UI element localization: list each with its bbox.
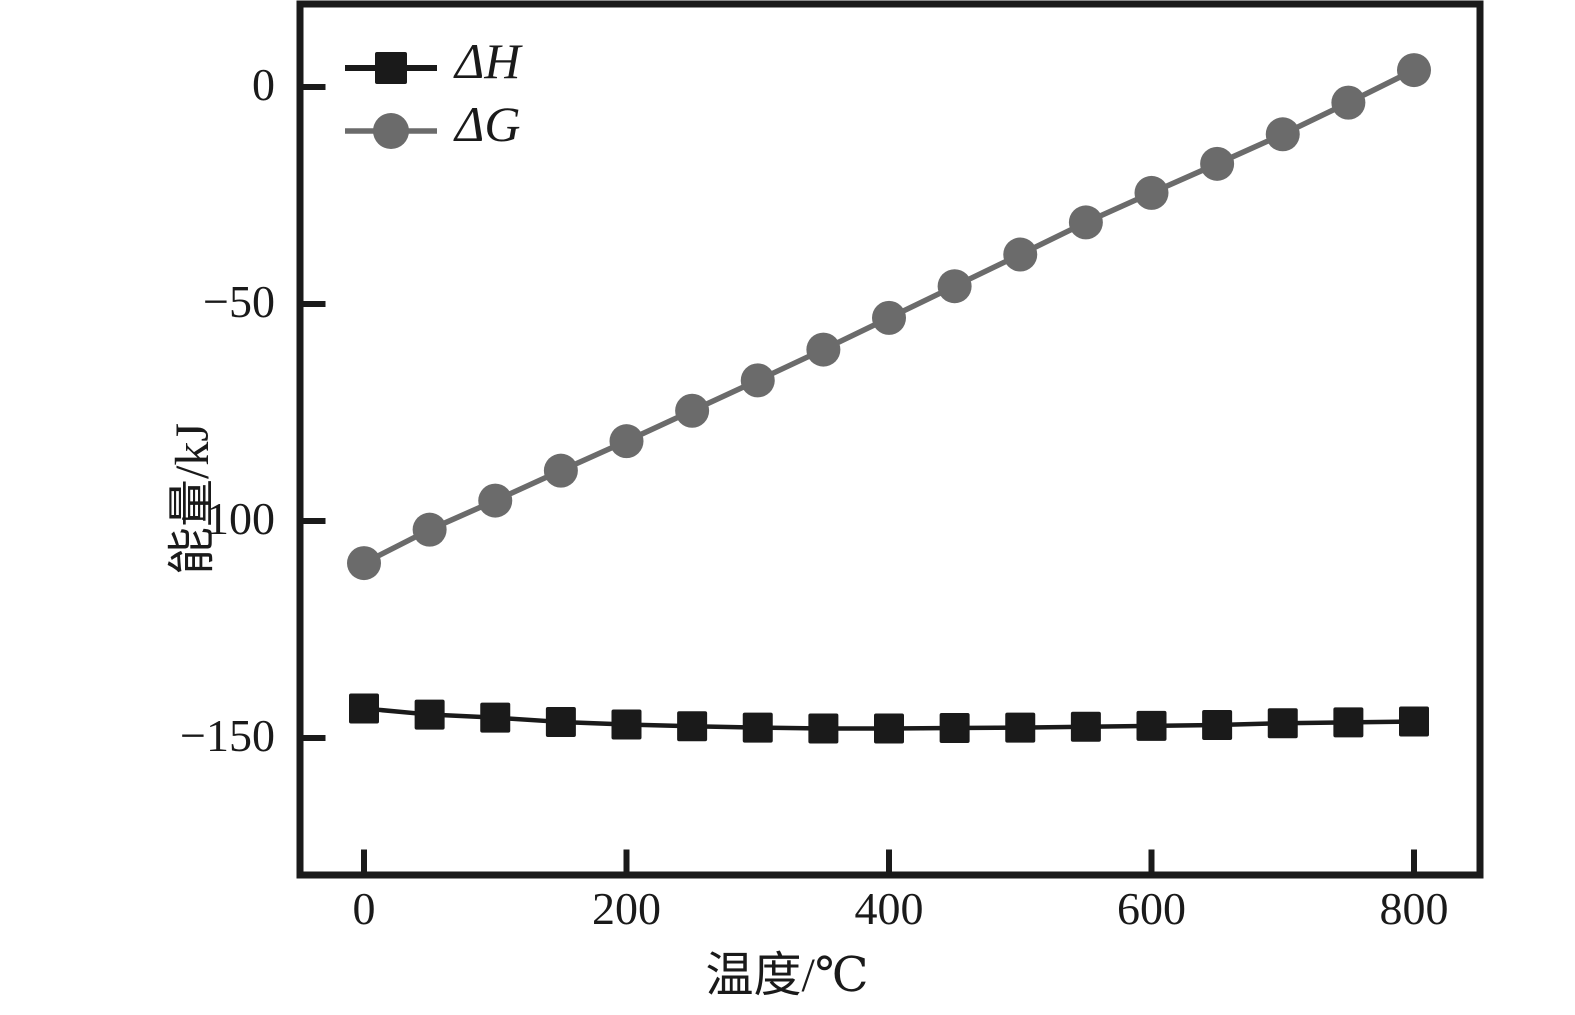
- data-point-delta-g-150: [543, 453, 578, 488]
- y-tick-label-0: 0: [252, 59, 275, 110]
- y-tick-label--100: −100: [180, 493, 275, 544]
- data-point-delta-g-300: [740, 363, 775, 398]
- data-point-delta-h-250: [677, 711, 708, 742]
- data-point-delta-h-400: [874, 713, 904, 744]
- data-point-delta-g-750: [1331, 85, 1366, 120]
- data-point-delta-h-350: [808, 713, 839, 744]
- data-point-delta-h-550: [1070, 711, 1101, 742]
- data-point-delta-h-300: [742, 712, 773, 743]
- x-tick-label-200: 200: [592, 883, 661, 934]
- data-point-delta-g-50: [412, 512, 447, 547]
- data-point-delta-h-150: [545, 706, 576, 737]
- x-axis-title: 温度/℃: [705, 949, 869, 1002]
- data-point-delta-h-50: [414, 699, 445, 730]
- y-axis-title: 能量/kJ: [166, 422, 219, 575]
- data-point-delta-g-800: [1397, 53, 1431, 88]
- y-tick-label--150: −150: [180, 710, 275, 761]
- data-point-delta-h-700: [1267, 708, 1298, 739]
- data-point-delta-g-400: [872, 300, 906, 335]
- x-tick-label-400: 400: [854, 883, 924, 934]
- data-point-delta-g-350: [806, 332, 841, 367]
- data-point-delta-g-200: [609, 424, 644, 459]
- data-point-delta-g-250: [675, 393, 710, 428]
- x-tick-label-800: 800: [1379, 883, 1449, 934]
- data-point-delta-g-650: [1200, 146, 1235, 181]
- data-point-delta-h-450: [939, 713, 970, 744]
- data-point-delta-h-750: [1333, 707, 1364, 738]
- data-point-delta-g-600: [1134, 175, 1169, 210]
- legend-marker-delta-g: [373, 113, 409, 149]
- data-point-delta-g-450: [937, 269, 972, 304]
- plot-frame: [296, 0, 1484, 879]
- data-point-delta-g-0: [347, 546, 381, 581]
- data-point-delta-h-100: [480, 702, 511, 733]
- legend-label-delta-h: ΔH: [455, 33, 521, 89]
- y-tick-label--50: −50: [203, 276, 275, 327]
- data-point-delta-h-500: [1005, 712, 1036, 743]
- data-point-delta-h-200: [611, 709, 642, 740]
- data-series-group: [347, 53, 1431, 744]
- x-tick-label-600: 600: [1117, 883, 1186, 934]
- data-point-delta-h-600: [1136, 710, 1167, 741]
- legend-label-delta-g: ΔG: [455, 96, 521, 152]
- data-point-delta-g-700: [1265, 117, 1300, 152]
- data-point-delta-h-0: [349, 693, 379, 724]
- data-point-delta-g-500: [1003, 237, 1038, 272]
- data-point-delta-g-100: [478, 483, 513, 518]
- legend-markers: [345, 52, 437, 149]
- axis-tick-marks: [303, 84, 1417, 872]
- legend-marker-delta-h: [375, 52, 407, 84]
- x-tick-label-0: 0: [352, 883, 376, 934]
- data-point-delta-h-800: [1399, 706, 1429, 737]
- data-point-delta-g-550: [1068, 205, 1103, 240]
- data-point-delta-h-650: [1202, 709, 1233, 740]
